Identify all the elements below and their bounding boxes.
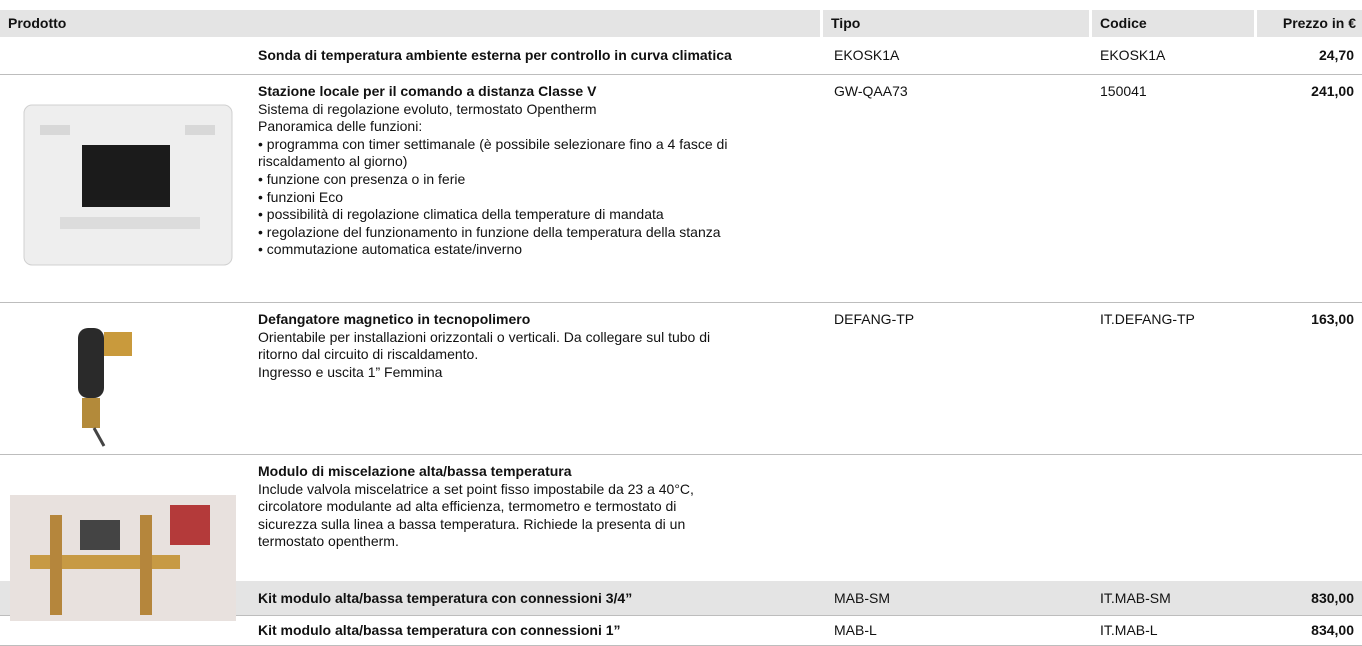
prezzo: 830,00 [1311,590,1354,606]
table-row: Stazione locale per il comando a distanz… [0,75,1362,303]
table-row: Defangatore magnetico in tecnopolimero Or… [0,303,1362,455]
table-row: Sonda di temperatura ambiente esterna pe… [0,37,1362,75]
tipo: MAB-L [834,622,877,638]
tipo: MAB-SM [834,590,890,606]
description-line: Orientabile per installazioni orizzontal… [258,328,711,345]
tipo: DEFANG-TP [834,311,915,327]
product-title: Modulo di miscelazione alta/bassa temper… [258,463,572,479]
description-line: riscaldamento al giorno) [258,153,408,170]
module-image [10,495,236,621]
prezzo: 834,00 [1311,622,1354,638]
product-description: Modulo di miscelazione alta/bassa temper… [258,463,694,551]
description-line: • regolazione del funzionamento in funzi… [258,223,721,240]
codice: EKOSK1A [1100,47,1166,63]
product-description: Stazione locale per il comando a distanz… [258,83,727,259]
codice: 150041 [1100,83,1147,99]
product-description: Sonda di temperatura ambiente esterna pe… [258,47,732,65]
codice: IT.MAB-L [1100,622,1158,638]
header-prodotto: Prodotto [0,10,820,37]
description-line: • funzioni Eco [258,188,344,205]
prezzo: 241,00 [1311,83,1354,99]
prezzo: 24,70 [1318,47,1354,63]
description-line: • programma con timer settimanale (è pos… [258,135,728,152]
description-line: • funzione con presenza o in ferie [258,170,466,187]
description-line: • commutazione automatica estate/inverno [258,241,523,258]
description-line: Ingresso e uscita 1” Femmina [258,363,443,380]
tipo: EKOSK1A [834,47,900,63]
thermostat-image [23,104,233,266]
product-title: Stazione locale per il comando a distanz… [258,83,597,99]
description-line: circolatore modulante ad alta efficienza… [258,498,677,515]
header-codice: Codice [1092,10,1254,37]
product-title: Kit modulo alta/bassa temperatura con co… [258,590,633,606]
description-line: sicurezza sulla linea a bassa temperatur… [258,515,686,532]
prezzo: 163,00 [1311,311,1354,327]
product-title: Kit modulo alta/bassa temperatura con co… [258,622,621,638]
product-description: Kit modulo alta/bassa temperatura con co… [258,622,621,640]
tipo: GW-QAA73 [834,83,908,99]
product-title: Defangatore magnetico in tecnopolimero [258,311,531,327]
codice: IT.DEFANG-TP [1100,311,1195,327]
description-line: Include valvola miscelatrice a set point… [258,480,694,497]
description-line: Sistema di regolazione evoluto, termosta… [258,100,597,117]
description-line: termostato opentherm. [258,533,399,550]
header-tipo: Tipo [823,10,1089,37]
valve-image [78,328,132,447]
header-prezzo: Prezzo in € [1257,10,1362,37]
product-description: Defangatore magnetico in tecnopolimero Or… [258,311,710,381]
description-line: Panoramica delle funzioni: [258,118,423,135]
codice: IT.MAB-SM [1100,590,1171,606]
description-line: • possibilità di regolazione climatica d… [258,206,664,223]
table-row: Modulo di miscelazione alta/bassa temper… [0,455,1362,581]
product-title: Sonda di temperatura ambiente esterna pe… [258,47,732,63]
product-description: Kit modulo alta/bassa temperatura con co… [258,590,632,608]
description-line: ritorno dal circuito di riscaldamento. [258,346,479,363]
